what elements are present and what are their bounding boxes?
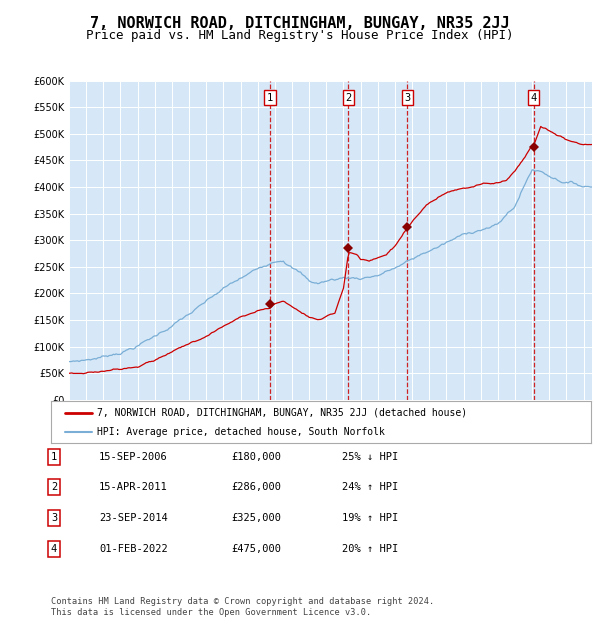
Text: Price paid vs. HM Land Registry's House Price Index (HPI): Price paid vs. HM Land Registry's House …	[86, 29, 514, 42]
Text: 3: 3	[404, 92, 410, 103]
Text: 7, NORWICH ROAD, DITCHINGHAM, BUNGAY, NR35 2JJ (detached house): 7, NORWICH ROAD, DITCHINGHAM, BUNGAY, NR…	[97, 407, 467, 417]
Text: £180,000: £180,000	[231, 452, 281, 462]
Text: £475,000: £475,000	[231, 544, 281, 554]
Text: 15-APR-2011: 15-APR-2011	[99, 482, 168, 492]
Text: 20% ↑ HPI: 20% ↑ HPI	[342, 544, 398, 554]
Text: Contains HM Land Registry data © Crown copyright and database right 2024.
This d: Contains HM Land Registry data © Crown c…	[51, 598, 434, 617]
Text: 1: 1	[51, 452, 57, 462]
Text: £286,000: £286,000	[231, 482, 281, 492]
Text: 1: 1	[267, 92, 273, 103]
Text: 19% ↑ HPI: 19% ↑ HPI	[342, 513, 398, 523]
Text: 23-SEP-2014: 23-SEP-2014	[99, 513, 168, 523]
Text: 25% ↓ HPI: 25% ↓ HPI	[342, 452, 398, 462]
Text: HPI: Average price, detached house, South Norfolk: HPI: Average price, detached house, Sout…	[97, 427, 385, 437]
Text: 01-FEB-2022: 01-FEB-2022	[99, 544, 168, 554]
Text: 7, NORWICH ROAD, DITCHINGHAM, BUNGAY, NR35 2JJ: 7, NORWICH ROAD, DITCHINGHAM, BUNGAY, NR…	[90, 16, 510, 30]
Text: 2: 2	[346, 92, 352, 103]
Text: 2: 2	[51, 482, 57, 492]
Text: 4: 4	[51, 544, 57, 554]
Text: 15-SEP-2006: 15-SEP-2006	[99, 452, 168, 462]
Text: 3: 3	[51, 513, 57, 523]
Text: 4: 4	[530, 92, 536, 103]
Text: £325,000: £325,000	[231, 513, 281, 523]
Text: 24% ↑ HPI: 24% ↑ HPI	[342, 482, 398, 492]
